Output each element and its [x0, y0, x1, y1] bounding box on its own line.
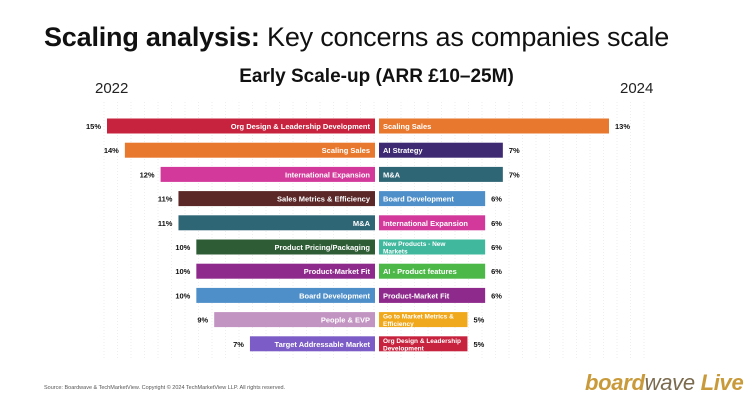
- value-label-2022: 11%: [158, 195, 173, 204]
- bar-2022: [196, 263, 375, 279]
- value-label-2024: 7%: [509, 170, 520, 179]
- bar-label-2022: Sales Metrics & Efficiency: [277, 195, 371, 204]
- bar-label-2022: Board Development: [299, 291, 370, 300]
- value-label-2022: 10%: [175, 291, 190, 300]
- value-label-2022: 11%: [158, 219, 173, 228]
- bar-2022: [178, 215, 375, 231]
- value-label-2024: 6%: [491, 195, 502, 204]
- year-left-label: 2022: [95, 80, 129, 97]
- bar-label-2022: Product-Market Fit: [304, 267, 371, 276]
- bar-label-2024: AI Strategy: [383, 146, 423, 155]
- bar-2024: [379, 287, 486, 303]
- bar-2024: [379, 166, 503, 182]
- boardwave-live-logo: boardwave Live: [585, 370, 744, 395]
- value-label-2022: 12%: [140, 170, 155, 179]
- bar-label-2024: New Products - New: [383, 241, 446, 248]
- value-label-2024: 6%: [491, 291, 502, 300]
- value-label-2024: 5%: [473, 316, 484, 325]
- bar-label-2022: Product Pricing/Packaging: [275, 243, 371, 252]
- bar-2024: [379, 263, 486, 279]
- bar-label-2022: M&A: [353, 219, 371, 228]
- bar-2022: [196, 239, 375, 255]
- bar-2022: [124, 142, 375, 158]
- title-bold: Scaling analysis:: [44, 22, 260, 52]
- bar-label-2022: Org Design & Leadership Development: [231, 122, 371, 131]
- year-right-label: 2024: [620, 80, 654, 97]
- bar-label-2022: Scaling Sales: [322, 146, 370, 155]
- bar-label-2024: Product-Market Fit: [383, 291, 450, 300]
- bar-2024: [379, 215, 486, 231]
- bar-2022: [196, 287, 375, 303]
- value-label-2022: 10%: [175, 267, 190, 276]
- value-label-2024: 7%: [509, 146, 520, 155]
- bar-2024: [379, 336, 468, 352]
- value-label-2024: 5%: [473, 340, 484, 349]
- bar-label-2024: M&A: [383, 170, 401, 179]
- bar-label-2024: Org Design & Leadership: [383, 338, 461, 345]
- bar-label-2024: Markets: [383, 249, 408, 256]
- bar-2022: [178, 191, 375, 207]
- chart-subtitle: Early Scale-up (ARR £10–25M): [239, 66, 514, 87]
- bar-2022: [160, 166, 375, 182]
- bar-2022: [249, 336, 375, 352]
- bar-label-2024: Efficiency: [383, 321, 414, 328]
- value-label-2022: 14%: [104, 146, 119, 155]
- bar-label-2024: AI - Product features: [383, 267, 457, 276]
- bar-2024: [379, 191, 486, 207]
- slide-title: Scaling analysis: Key concerns as compan…: [44, 22, 669, 53]
- bar-label-2024: Go to Market Metrics &: [383, 314, 454, 321]
- bar-label-2024: International Expansion: [383, 219, 468, 228]
- source-note: Source: Boardwave & TechMarketView. Copy…: [44, 385, 286, 391]
- bar-label-2024: Scaling Sales: [383, 122, 431, 131]
- title-rest: Key concerns as companies scale: [267, 22, 670, 52]
- value-label-2024: 6%: [491, 267, 502, 276]
- bar-2022: [107, 118, 375, 134]
- value-label-2024: 13%: [615, 122, 630, 131]
- value-label-2024: 6%: [491, 243, 502, 252]
- value-label-2024: 6%: [491, 219, 502, 228]
- value-label-2022: 7%: [233, 340, 244, 349]
- bar-2022: [214, 312, 375, 328]
- bar-2024: [379, 312, 468, 328]
- bar-2024: [379, 239, 486, 255]
- bar-label-2022: Target Addressable Market: [275, 340, 371, 349]
- bar-2024: [379, 142, 503, 158]
- bar-label-2024: Development: [383, 345, 425, 352]
- value-label-2022: 15%: [86, 122, 101, 131]
- value-label-2022: 10%: [175, 243, 190, 252]
- value-label-2022: 9%: [197, 316, 208, 325]
- bar-2024: [379, 118, 609, 134]
- bar-label-2024: Board Development: [383, 195, 454, 204]
- bar-label-2022: People & EVP: [321, 316, 370, 325]
- bar-label-2022: International Expansion: [285, 170, 370, 179]
